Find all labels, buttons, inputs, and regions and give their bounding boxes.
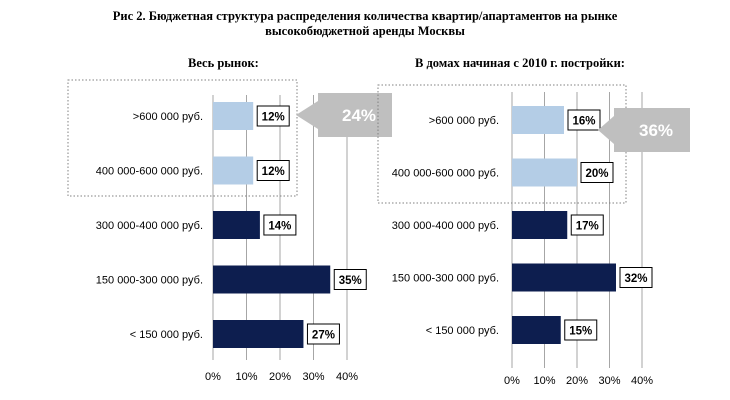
left-value-label: 12% <box>262 166 285 178</box>
right-category-label: 150 000-300 000 руб. <box>392 273 499 285</box>
right-bar <box>512 106 564 134</box>
right-category-label: 300 000-400 000 руб. <box>392 220 499 232</box>
right-bar <box>512 158 577 187</box>
right-value-label-box <box>564 319 598 341</box>
left-callout-label: 24% <box>342 106 376 125</box>
right-tick-label: 20% <box>566 375 588 387</box>
right-value-label: 15% <box>569 326 592 338</box>
right-callout-label: 36% <box>639 121 673 140</box>
right-chart-title: В домах начиная с 2010 г. постройки: <box>415 56 625 70</box>
left-highlight-box <box>67 79 298 197</box>
right-value-label-box <box>567 109 601 131</box>
left-bar <box>213 265 331 294</box>
left-value-label: 35% <box>339 275 362 287</box>
right-value-label: 16% <box>572 116 595 128</box>
right-value-label-box <box>619 267 653 288</box>
left-tick-label: 40% <box>336 371 358 383</box>
left-callout-arrowhead <box>296 101 318 129</box>
left-bar <box>213 211 260 239</box>
left-tick-label: 20% <box>269 371 291 383</box>
right-category-label: >600 000 руб. <box>429 115 499 127</box>
right-tick-label: 0% <box>504 375 520 387</box>
left-value-label-box <box>333 269 367 290</box>
figure-title-line-2: высокобюджетной аренды Москвы <box>265 24 465 38</box>
left-category-label: 400 000-600 000 руб. <box>96 166 203 178</box>
left-chart: 0% 10% 20% 30% 40% >600 000 руб. 12% 400 000-60… <box>67 79 392 383</box>
left-value-label-box <box>306 323 340 345</box>
left-chart-title: Весь рынок: <box>188 56 259 70</box>
left-value-label: 14% <box>268 221 291 233</box>
right-callout-arrowhead <box>598 116 614 144</box>
left-value-label-box <box>256 160 290 181</box>
figure-title: Рис 2. Бюджетная структура распределения… <box>0 9 730 39</box>
right-tick-label: 40% <box>631 375 653 387</box>
figure-title-line-1: Рис 2. Бюджетная структура распределения… <box>112 9 618 23</box>
left-callout-arrow-body <box>318 93 392 137</box>
left-bar <box>213 320 304 348</box>
left-tick-label: 0% <box>205 371 221 383</box>
left-tick-label: 10% <box>235 371 257 383</box>
left-category-label: 150 000-300 000 руб. <box>96 275 203 287</box>
right-tick-label: 30% <box>598 375 620 387</box>
left-value-label-box <box>256 105 290 127</box>
right-highlight-box <box>377 84 627 204</box>
right-callout-arrow-body <box>614 108 690 152</box>
left-category-label: >600 000 руб. <box>133 111 203 123</box>
right-tick-label: 10% <box>533 375 555 387</box>
left-category-label: 300 000-400 000 руб. <box>96 220 203 232</box>
left-value-label: 12% <box>262 112 285 124</box>
right-chart: 0% 10% 20% 30% 40% >600 000 руб. 16% 400 000-60… <box>377 84 690 387</box>
right-bar <box>512 263 616 292</box>
left-bar <box>213 102 254 130</box>
left-category-label: < 150 000 руб. <box>130 329 203 341</box>
left-value-label: 27% <box>312 330 335 342</box>
right-value-label-box <box>580 162 614 183</box>
right-value-label: 17% <box>576 221 599 233</box>
left-bar <box>213 156 254 185</box>
left-tick-label: 30% <box>302 371 324 383</box>
right-category-label: < 150 000 руб. <box>426 325 499 337</box>
right-category-label: 400 000-600 000 руб. <box>392 168 499 180</box>
right-bar <box>512 211 568 239</box>
right-bar <box>512 316 561 344</box>
right-value-label-box <box>570 214 604 236</box>
left-value-label-box <box>263 214 297 236</box>
right-value-label: 32% <box>624 273 647 285</box>
right-value-label: 20% <box>585 168 608 180</box>
